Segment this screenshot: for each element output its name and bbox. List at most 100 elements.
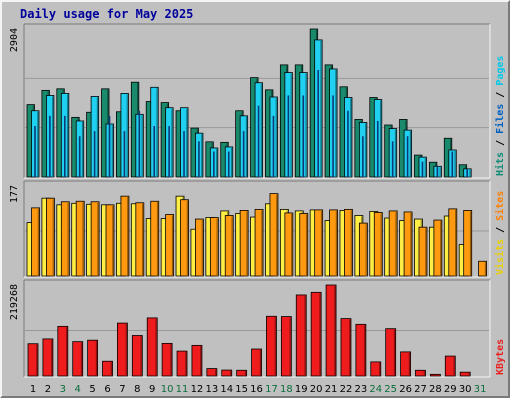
bar-kbytes-day-14: [221, 369, 233, 377]
bar-kbytes-day-9-fill: [146, 317, 158, 377]
x-tick-label-4: 4: [75, 384, 81, 395]
bar-sites-day-31: [478, 260, 487, 277]
bar-sites-day-27: [418, 226, 428, 277]
bar-kbytes-day-1-fill: [27, 343, 39, 377]
bar-sites-day-13-fill: [209, 217, 219, 277]
bar-kbytes-day-25-fill: [385, 328, 397, 377]
bar-sites-day-4: [75, 200, 85, 277]
bar-sites-day-19: [299, 213, 309, 277]
legend-3: KBytes: [495, 339, 506, 375]
legend-separator: /: [495, 86, 506, 104]
bar-kbytes-day-28-fill: [429, 373, 441, 377]
bar-files-day-19: [302, 95, 305, 177]
bar-files-day-25: [391, 141, 394, 177]
legend-hits: Hits: [494, 152, 506, 176]
bar-sites-day-16: [254, 208, 264, 277]
bar-kbytes-day-3: [57, 325, 69, 377]
x-tick-label-8: 8: [134, 384, 140, 395]
ymax-label-2: 177: [9, 185, 20, 203]
bar-kbytes-day-25: [385, 328, 397, 377]
ymax-label-3: 219268: [9, 284, 20, 320]
bar-sites-day-8-fill: [135, 202, 145, 277]
bar-files-day-13: [213, 151, 215, 177]
legend-separator: /: [495, 221, 506, 239]
bar-sites-day-5-fill: [90, 201, 100, 277]
bar-files-day-30: [466, 169, 468, 177]
bar-sites-day-20-fill: [314, 209, 324, 277]
bar-kbytes-day-14-fill: [221, 369, 233, 377]
bar-kbytes-day-7: [117, 322, 128, 377]
bar-kbytes-day-9: [146, 317, 158, 377]
x-tick-label-3: 3: [60, 384, 66, 395]
bar-sites-day-18: [284, 212, 294, 277]
bar-kbytes-day-8-fill: [131, 335, 143, 377]
bar-kbytes-day-26-fill: [400, 351, 411, 377]
x-tick-label-2: 2: [45, 384, 51, 395]
bar-kbytes-day-20-fill: [310, 291, 322, 377]
bar-kbytes-day-12-fill: [191, 344, 203, 377]
bar-sites-day-29: [448, 208, 458, 277]
bar-kbytes-day-13-fill: [206, 368, 218, 377]
bar-sites-day-7-fill: [120, 195, 130, 277]
x-tick-label-13: 13: [205, 384, 218, 395]
bar-files-day-5: [93, 131, 96, 177]
bar-files-day-16: [257, 105, 260, 177]
bar-kbytes-day-10: [161, 342, 173, 377]
bar-sites-day-17-fill: [269, 193, 279, 277]
bar-files-day-26: [406, 136, 409, 177]
bar-files-day-20: [317, 69, 319, 177]
bar-files-day-7: [123, 131, 126, 177]
bar-kbytes-day-15-fill: [236, 369, 248, 377]
x-tick-label-26: 26: [399, 384, 412, 395]
bar-files-day-4: [78, 136, 81, 177]
bar-kbytes-day-30-fill: [459, 371, 471, 377]
bar-sites-day-28: [433, 219, 443, 277]
bar-kbytes-day-6: [102, 360, 113, 377]
bar-sites-day-21: [329, 209, 338, 277]
x-tick-label-28: 28: [429, 384, 442, 395]
bar-files-day-29: [451, 151, 454, 177]
bar-sites-day-10-fill: [165, 214, 175, 277]
bar-sites-day-3-fill: [60, 201, 70, 277]
bar-sites-day-20: [314, 209, 324, 277]
bar-sites-day-24-fill: [373, 212, 383, 277]
x-tick-label-14: 14: [220, 384, 233, 395]
bar-files-day-11: [183, 131, 185, 177]
bar-sites-day-28-fill: [433, 219, 443, 277]
bar-kbytes-day-18-fill: [280, 316, 292, 377]
x-tick-label-18: 18: [280, 384, 293, 395]
bar-sites-day-25-fill: [388, 210, 398, 277]
bar-kbytes-day-5-fill: [87, 339, 99, 377]
x-tick-label-1: 1: [30, 384, 36, 395]
bar-kbytes-day-7-fill: [117, 322, 128, 377]
bar-sites-day-31-fill: [478, 260, 487, 277]
bar-kbytes-day-30: [459, 371, 471, 377]
bar-sites-day-30: [463, 210, 473, 277]
x-tick-label-31: 31: [474, 384, 487, 395]
bar-sites-day-15: [239, 210, 249, 277]
bar-sites-day-1: [31, 207, 40, 277]
bar-sites-day-2: [46, 197, 55, 277]
x-tick-label-23: 23: [355, 384, 368, 395]
bar-kbytes-day-21: [325, 284, 337, 377]
legend-kbytes: KBytes: [495, 339, 506, 375]
bar-files-day-2: [49, 115, 51, 177]
x-tick-label-30: 30: [459, 384, 472, 395]
bar-kbytes-day-27-fill: [415, 369, 426, 377]
x-tick-label-7: 7: [119, 384, 125, 395]
bar-kbytes-day-29: [444, 355, 456, 377]
bar-kbytes-day-12: [191, 344, 203, 377]
bar-sites-day-4-fill: [75, 200, 85, 277]
bar-sites-day-5: [90, 201, 100, 277]
bar-files-day-15: [242, 131, 245, 177]
bar-sites-day-26: [403, 211, 413, 277]
bar-kbytes-day-22-fill: [340, 318, 352, 377]
bar-files-day-27: [421, 161, 424, 177]
bar-sites-day-23-fill: [358, 222, 368, 277]
bar-kbytes-day-13: [206, 368, 218, 377]
bar-kbytes-day-23: [355, 323, 367, 377]
bar-files-day-21: [332, 95, 334, 177]
x-tick-label-12: 12: [191, 384, 204, 395]
bar-sites-day-6: [105, 204, 115, 277]
bar-kbytes-day-17: [266, 315, 277, 377]
